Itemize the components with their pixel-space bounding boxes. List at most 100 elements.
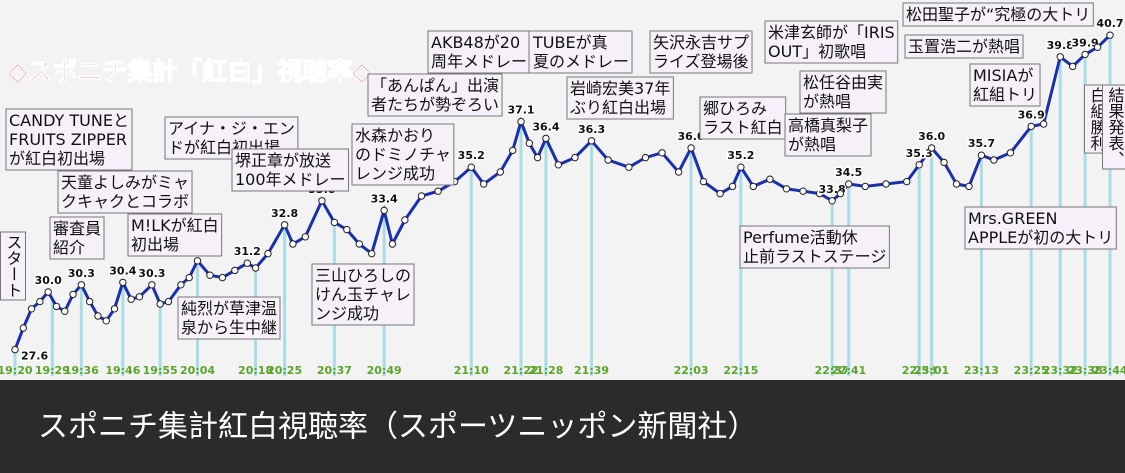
annotation: MISIAが紅組トリ: [969, 63, 1041, 107]
data-point: [380, 206, 388, 215]
data-point: [882, 180, 890, 188]
annotation-line: 「あんぱん」出演: [371, 76, 499, 95]
data-point: [164, 297, 173, 306]
data-point: [533, 153, 542, 162]
caption-bar: [0, 380, 1125, 473]
annotation-line: スタート: [4, 234, 23, 298]
annotation-box: [427, 30, 531, 74]
data-point: [782, 185, 791, 193]
data-point: [641, 153, 650, 162]
annotation-line: MISIAが: [973, 66, 1033, 85]
x-tick-label: 21:22: [504, 364, 539, 377]
annotation-line: TUBEが真: [532, 33, 608, 52]
data-point: [77, 281, 86, 289]
annotation-line: 紹介: [53, 238, 85, 257]
annotation-line: FRUITS ZIPPER: [9, 130, 127, 149]
annotation-line: ンジ成功: [315, 304, 379, 323]
annotation-text: 堺正章が放送 100年メドレー: [235, 151, 346, 189]
data-point: [861, 182, 869, 191]
annotation-line: 米津玄師が「IRIS: [768, 23, 895, 42]
annotation-line: 岩崎宏美37年: [570, 79, 670, 98]
data-point: [289, 240, 297, 248]
annotation-line: が熱唱: [803, 92, 851, 111]
annotation: 水森かおりのドミノチャレンジ成功: [351, 123, 455, 186]
annotation-box: [0, 231, 26, 301]
annotation-text: 審査員紹介: [53, 219, 101, 257]
data-point: [318, 197, 326, 205]
value-label: 31.2: [234, 245, 261, 258]
annotation-line: ラスト紅白: [703, 118, 783, 137]
annotation-text: 松任谷由実が熱唱: [803, 73, 883, 111]
annotation: 「あんぱん」出演者たちが勢ぞろい: [367, 73, 503, 117]
annotation-text: 三山ひろしのけん玉チャレンジ成功: [315, 266, 411, 323]
x-tick-label: 21:39: [574, 364, 609, 377]
annotation-box: [902, 2, 1094, 27]
annotation-text: アイナ・ジ・エンドが紅白初出場: [168, 119, 295, 157]
annotation-text: 結果発表、: [1106, 87, 1125, 167]
value-label: 37.1: [507, 104, 534, 117]
data-point: [61, 307, 69, 315]
value-label: 30.3: [68, 267, 95, 280]
data-point: [85, 297, 94, 306]
data-point: [496, 168, 504, 176]
annotation-line: 玉置浩二が熱唱: [908, 37, 1020, 56]
annotation: 玉置浩二が熱唱: [904, 34, 1024, 59]
annotation-text: 高橋真梨子が熱唱: [788, 116, 868, 154]
value-label: 35.3: [906, 147, 933, 160]
value-label: 36.0: [678, 130, 705, 143]
data-point: [52, 302, 61, 311]
x-tick-label: 19:29: [35, 364, 70, 377]
data-point: [844, 180, 853, 188]
annotation-box: [784, 113, 872, 157]
annotation: Mrs.GREEN APPLEが初の大トリ: [964, 206, 1117, 250]
annotation-box: [177, 296, 281, 340]
value-label: 40.7: [1096, 17, 1123, 30]
data-point: [571, 153, 579, 162]
value-label: 35.7: [968, 137, 995, 150]
x-tick-label: 19:36: [64, 364, 99, 377]
data-point: [231, 266, 239, 275]
data-point: [1027, 122, 1035, 131]
data-point: [127, 295, 135, 303]
annotation-text: Mrs.GREEN APPLEが初の大トリ: [968, 209, 1113, 247]
x-tick-label: 23:01: [914, 364, 949, 377]
annotation-line: のドミノチャ: [355, 145, 451, 164]
annotation-box: [739, 225, 890, 269]
annotation: 高橋真梨子が熱唱: [784, 113, 872, 157]
data-point: [355, 240, 363, 248]
annotation: AKB48が20 周年メドレー: [427, 30, 531, 74]
data-point: [658, 149, 666, 157]
data-point: [965, 182, 973, 191]
data-point: [69, 290, 77, 299]
data-point: [1093, 43, 1102, 51]
data-point: [749, 182, 757, 191]
value-label: 35.2: [727, 149, 754, 162]
annotation-box: [57, 170, 193, 214]
x-tick-label: 22:41: [831, 364, 866, 377]
annotation: CANDY TUNEと FRUITS ZIPPER が紅白初出場: [5, 108, 133, 171]
annotation-line: 郷ひろみ: [703, 99, 767, 118]
data-point: [604, 156, 612, 164]
annotation-line: が紅白初出場: [9, 149, 105, 168]
annotation-line: レンジ成功: [355, 164, 435, 183]
data-point: [218, 273, 227, 282]
x-tick-label: 20:25: [267, 364, 302, 377]
annotation-line: 紅組トリ: [973, 85, 1037, 104]
annotation-box: [367, 73, 503, 117]
annotation-line: 矢沢永吉サプ: [653, 33, 749, 52]
annotation-line: OUT」初歌唱: [768, 42, 866, 61]
annotation-text: 水森かおりのドミノチャレンジ成功: [355, 126, 451, 183]
data-point: [1056, 53, 1064, 61]
data-point: [587, 137, 596, 145]
data-point: [799, 187, 807, 195]
data-point: [479, 180, 488, 188]
x-tick-label: 21:10: [454, 364, 489, 377]
data-point: [467, 163, 475, 171]
data-point: [1068, 62, 1077, 71]
data-point: [977, 151, 986, 159]
data-point: [19, 324, 27, 332]
annotation: 堺正章が放送 100年メドレー: [231, 148, 350, 192]
annotation: 松任谷由実が熱唱: [799, 70, 887, 114]
x-tick-label: 22:15: [723, 364, 758, 377]
